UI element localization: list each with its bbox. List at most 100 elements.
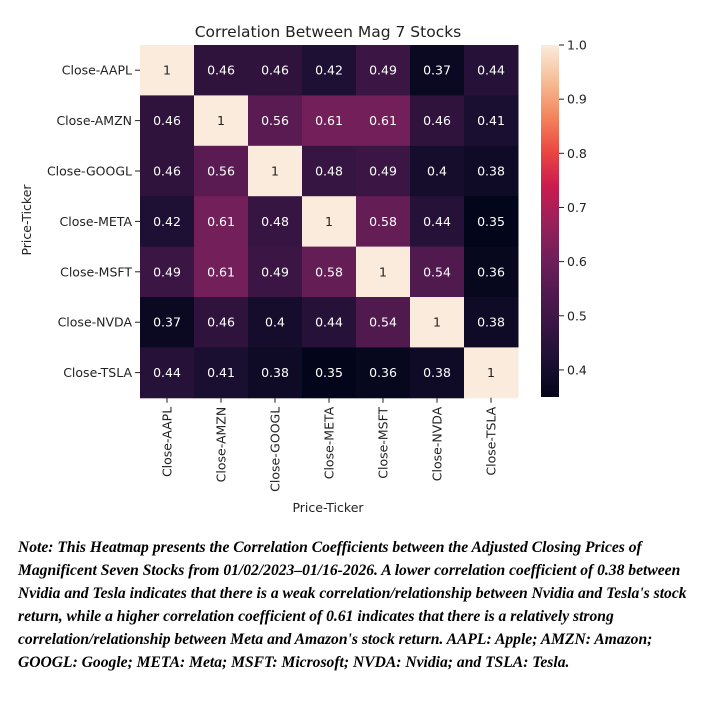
heatmap-cell (464, 145, 519, 197)
colorbar-ticks: 1.0 0.9 0.8 0.7 0.6 0.5 0.4 (559, 38, 587, 377)
heatmap-cell (194, 45, 249, 96)
x-tick-label: Close-GOOGL (268, 407, 283, 492)
cell-value-label: 0.61 (207, 214, 235, 229)
heatmap-cell (140, 347, 195, 399)
heatmap-cell (194, 246, 249, 298)
y-tick-label: Close-TSLA (63, 365, 132, 380)
cell-value-label: 1 (433, 315, 441, 330)
y-tick-label: Close-MSFT (60, 264, 132, 279)
heatmap-cell (140, 45, 195, 96)
heatmap-cell (410, 45, 465, 96)
cell-value-label: 0.44 (153, 365, 181, 380)
cell-value-label: 0.58 (369, 214, 397, 229)
colorbar-tick-label: 0.5 (567, 308, 587, 323)
colorbar-tick-label: 0.4 (567, 362, 587, 377)
heatmap-cell (194, 347, 249, 399)
x-tick-label: Close-META (322, 406, 337, 479)
cell-value-label: 1 (325, 214, 333, 229)
cell-value-label: 0.44 (315, 315, 343, 330)
y-tick-label: Close-AAPL (62, 63, 132, 78)
heatmap-cell (194, 145, 249, 197)
heatmap-cell (464, 246, 519, 298)
cell-value-label: 0.49 (153, 264, 181, 279)
colorbar-tick-label: 0.6 (567, 254, 587, 269)
cell-value-label: 0.56 (261, 113, 289, 128)
cell-value-label: 0.54 (369, 315, 397, 330)
cell-value-label: 0.58 (315, 264, 343, 279)
cell-value-label: 0.49 (369, 164, 397, 179)
cell-value-label: 0.48 (261, 214, 289, 229)
heatmap-cell (464, 95, 519, 147)
heatmap-cell (356, 196, 411, 248)
cell-value-label: 0.38 (261, 365, 289, 380)
cell-value-label: 0.46 (261, 63, 289, 78)
chart-title: Correlation Between Mag 7 Stocks (195, 23, 462, 41)
cell-value-label: 0.35 (315, 365, 343, 380)
heatmap-cell (194, 297, 249, 348)
heatmap-cell (302, 246, 357, 298)
cell-value-label: 1 (217, 113, 225, 128)
heatmap-cell (356, 246, 411, 298)
cell-value-label: 1 (487, 365, 495, 380)
heatmap-cell (464, 297, 519, 348)
cell-value-label: 0.36 (477, 264, 505, 279)
colorbar-tick-label: 0.8 (567, 146, 587, 161)
heatmap-cell (302, 196, 357, 248)
heatmap-cell (356, 347, 411, 399)
cell-value-label: 0.54 (423, 264, 451, 279)
x-axis-label: Price-Ticker (292, 500, 364, 515)
x-tick-label: Close-NVDA (430, 406, 445, 481)
heatmap-cell (248, 297, 303, 348)
heatmap-cell (248, 95, 303, 147)
cell-value-label: 0.36 (369, 365, 397, 380)
heatmap-cell (140, 196, 195, 248)
cell-value-label: 0.37 (423, 63, 451, 78)
heatmap-cell (302, 145, 357, 197)
cell-value-label: 0.4 (427, 164, 447, 179)
cell-value-label: 0.41 (207, 365, 235, 380)
cell-value-label: 0.4 (265, 315, 285, 330)
x-tick-labels: Close-AAPL Close-AMZN Close-GOOGL Close-MET… (160, 397, 499, 492)
heatmap-cell (302, 347, 357, 399)
heatmap-cell (410, 196, 465, 248)
figure-note: Note: This Heatmap presents the Correlat… (18, 539, 687, 671)
heatmap-cell (140, 95, 195, 147)
y-axis-label: Price-Ticker (19, 184, 34, 256)
cell-value-label: 0.44 (423, 214, 451, 229)
cell-value-label: 0.46 (423, 113, 451, 128)
heatmap-cell (464, 347, 519, 399)
cell-value-label: 0.46 (207, 315, 235, 330)
y-tick-labels: Close-AAPL Close-AMZN Close-GOOGL Close-MET… (47, 63, 140, 380)
correlation-heatmap-chart: Correlation Between Mag 7 Stocks 1 0.46 0.… (19, 23, 587, 515)
heatmap-cell (248, 347, 303, 399)
cell-value-label: 0.38 (477, 164, 505, 179)
cell-value-label: 0.61 (369, 113, 397, 128)
cell-value-label: 0.41 (477, 113, 505, 128)
cell-value-label: 1 (271, 164, 279, 179)
heatmap-cell (356, 45, 411, 96)
heatmap-cell (248, 145, 303, 197)
heatmap-cell (464, 45, 519, 96)
heatmap-cell (410, 95, 465, 147)
colorbar-tick-label: 0.7 (567, 200, 587, 215)
colorbar-tick-label: 0.9 (567, 92, 587, 107)
cell-value-label: 1 (163, 63, 171, 78)
heatmap-cell (302, 95, 357, 147)
heatmap-cell (410, 246, 465, 298)
heatmap-cell (356, 95, 411, 147)
heatmap-cell (356, 145, 411, 197)
heatmap-cell (410, 297, 465, 348)
cell-value-label: 0.46 (207, 63, 235, 78)
heatmap-cell (464, 196, 519, 248)
cell-value-label: 0.42 (153, 214, 181, 229)
heatmap-cell (248, 45, 303, 96)
cell-value-label: 0.46 (153, 164, 181, 179)
cell-value-label: 0.61 (207, 264, 235, 279)
heatmap-cell (410, 145, 465, 197)
cell-value-label: 0.49 (369, 63, 397, 78)
y-tick-label: Close-GOOGL (47, 164, 132, 179)
x-tick-label: Close-AMZN (214, 407, 229, 483)
heatmap-cell (194, 95, 249, 147)
cell-value-label: 1 (379, 264, 387, 279)
heatmap-cell (410, 347, 465, 399)
